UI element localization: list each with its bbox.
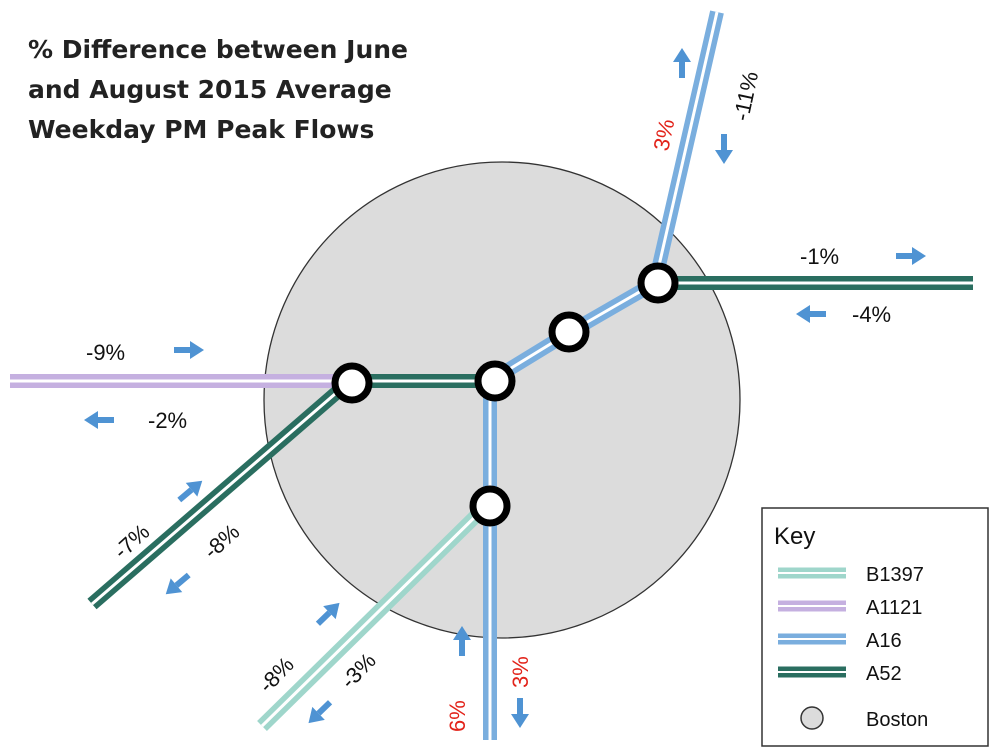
label-west-out: -9% [86, 340, 125, 365]
label-east-in: -4% [852, 302, 891, 327]
key-item-a52: A52 [778, 663, 902, 685]
arrow-west-in-icon [84, 411, 114, 429]
key-item-b1397: B1397 [778, 564, 924, 586]
key-label-a52: A52 [866, 663, 902, 685]
key-item-a16: A16 [778, 630, 902, 652]
key-title: Key [774, 523, 815, 550]
map-title: % Difference between June and August 201… [28, 35, 408, 144]
arrow-south-out-icon [511, 698, 529, 728]
arrow-north-up-icon [673, 48, 691, 78]
node-northeast-junction [548, 311, 590, 353]
title-line-2: and August 2015 Average [28, 75, 392, 104]
title-line-1: % Difference between June [28, 35, 408, 64]
label-east-out: -1% [800, 244, 839, 269]
node-south-junction [469, 485, 511, 527]
map-key: Key B1397 A1121 A16 A52 Boston [761, 507, 989, 747]
key-label-boston: Boston [866, 709, 928, 731]
arrow-east-in-icon [796, 305, 826, 323]
label-south-out: 3% [508, 656, 533, 688]
junction-nodes [331, 262, 679, 527]
label-southwest-out: -8% [199, 519, 245, 564]
boston-key-icon [800, 706, 824, 730]
arrow-b1397-out-icon [302, 695, 337, 730]
arrow-southwest-out-icon [159, 568, 195, 602]
node-west-junction [331, 362, 373, 404]
label-north-up: 3% [648, 117, 679, 153]
arrow-east-out-icon [896, 247, 926, 265]
key-label-a16: A16 [866, 630, 902, 652]
arrow-b1397-in-icon [311, 596, 346, 631]
label-north-down: -11% [728, 69, 763, 123]
key-item-boston: Boston [800, 706, 928, 731]
road-b1397 [257, 503, 489, 731]
node-centre-junction [474, 360, 516, 402]
key-box [761, 507, 989, 747]
arrow-west-out-icon [174, 341, 204, 359]
title-line-3: Weekday PM Peak Flows [28, 115, 374, 144]
label-south-in: 6% [445, 700, 470, 732]
arrow-north-down-icon [715, 134, 733, 164]
key-item-a1121: A1121 [778, 597, 922, 619]
node-east-junction [637, 262, 679, 304]
key-label-b1397: B1397 [866, 564, 924, 586]
key-label-a1121: A1121 [866, 597, 922, 619]
label-west-in: -2% [148, 408, 187, 433]
